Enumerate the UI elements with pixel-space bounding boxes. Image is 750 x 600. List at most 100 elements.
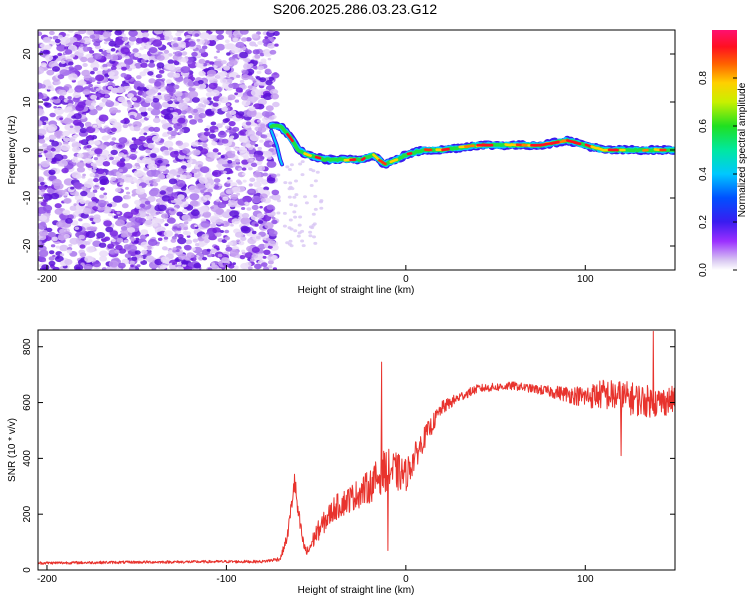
noise-speck (41, 264, 50, 270)
noise-speck (240, 236, 247, 241)
noise-speck (44, 137, 50, 141)
noise-speck (159, 265, 166, 270)
noise-speck (251, 204, 259, 211)
noise-speck (166, 79, 171, 83)
noise-speck (140, 234, 147, 240)
noise-speck (74, 226, 80, 230)
noise-speck (185, 239, 193, 245)
noise-speck (82, 37, 92, 45)
noise-speck (103, 127, 112, 133)
noise-speck (82, 89, 91, 95)
noise-speck (308, 230, 313, 234)
noise-speck (164, 223, 169, 227)
noise-speck (113, 215, 119, 219)
noise-speck (256, 213, 265, 219)
noise-speck (77, 48, 84, 53)
noise-speck (292, 210, 297, 214)
noise-speck (313, 241, 318, 245)
noise-speck (162, 149, 171, 156)
noise-speck (268, 116, 275, 120)
noise-speck (102, 161, 111, 167)
noise-speck (298, 162, 303, 166)
noise-speck (199, 134, 208, 141)
noise-speck (202, 62, 208, 67)
noise-speck (140, 62, 148, 68)
spectrogram-heatmap (38, 30, 675, 270)
noise-speck (60, 36, 71, 45)
noise-speck (143, 143, 149, 148)
noise-speck (209, 264, 220, 270)
noise-speck (198, 177, 208, 184)
snr-y-tick-label: 800 (22, 338, 33, 355)
noise-speck (257, 40, 263, 45)
noise-speck (118, 169, 124, 173)
noise-speck (221, 138, 229, 144)
noise-speck (217, 159, 226, 165)
snr-series (38, 330, 675, 565)
noise-speck (43, 194, 53, 201)
noise-speck (239, 30, 249, 35)
noise-speck (78, 30, 87, 35)
noise-speck (212, 227, 221, 234)
noise-speck (129, 260, 135, 265)
noise-speck (168, 196, 175, 201)
noise-speck (225, 246, 233, 252)
noise-speck (174, 91, 183, 97)
noise-speck (228, 128, 237, 134)
noise-speck (121, 36, 128, 42)
noise-speck (189, 200, 199, 207)
noise-speck (107, 71, 115, 77)
noise-speck (247, 266, 253, 270)
ridge-peak (590, 145, 598, 150)
noise-speck (237, 181, 243, 185)
ridge-peak (314, 155, 322, 160)
noise-speck (114, 249, 120, 254)
noise-speck (227, 263, 235, 269)
noise-speck (236, 34, 241, 38)
noise-speck (38, 119, 43, 127)
noise-speck (163, 230, 174, 238)
noise-speck (167, 72, 176, 78)
noise-speck (123, 239, 129, 244)
spectrogram-y-tick-label: -10 (22, 190, 33, 205)
noise-speck (120, 120, 125, 124)
noise-speck (207, 188, 213, 193)
noise-speck (288, 239, 293, 243)
noise-speck (120, 47, 130, 55)
noise-speck (218, 183, 223, 187)
noise-speck (231, 150, 236, 154)
noise-speck (199, 32, 210, 40)
noise-speck (180, 186, 187, 191)
noise-speck (163, 239, 168, 243)
noise-speck (248, 167, 253, 171)
snr-line (38, 330, 675, 565)
noise-speck (251, 33, 259, 39)
snr-x-tick-label: -100 (216, 574, 236, 585)
noise-speck (92, 166, 98, 170)
noise-speck (40, 181, 45, 186)
noise-speck (184, 231, 191, 236)
noise-speck (263, 249, 271, 255)
noise-speck (101, 135, 110, 141)
noise-speck (294, 193, 299, 197)
noise-speck (259, 205, 263, 209)
noise-speck (250, 89, 261, 97)
noise-speck (58, 189, 66, 195)
noise-speck (107, 243, 115, 249)
noise-speck (85, 100, 93, 107)
noise-speck (59, 117, 63, 121)
noise-speck (251, 253, 258, 259)
noise-speck (91, 38, 97, 43)
noise-speck (38, 256, 47, 263)
noise-speck (38, 128, 47, 136)
noise-speck (175, 66, 183, 73)
noise-speck (180, 174, 187, 180)
noise-speck (39, 249, 49, 257)
noise-speck (82, 173, 86, 177)
noise-speck (293, 229, 298, 233)
noise-speck (90, 62, 100, 70)
snr-y-tick-label: 600 (22, 394, 33, 411)
noise-speck (88, 155, 92, 159)
noise-speck (150, 108, 161, 116)
noise-speck (164, 96, 171, 102)
